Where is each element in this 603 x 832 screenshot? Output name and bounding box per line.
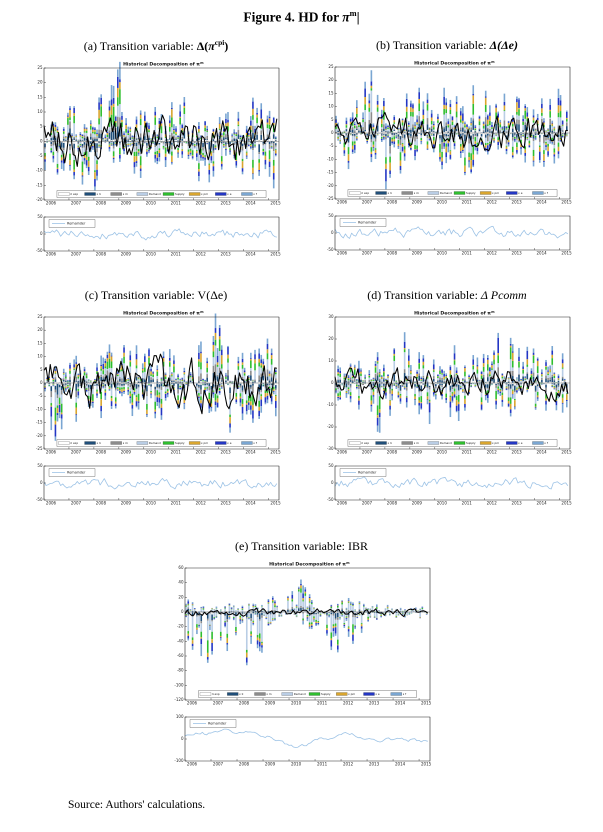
panel-b: (b) Transition variable: Δ(Δe) [321, 38, 573, 260]
panel-d-main-chart [321, 308, 573, 459]
panel-e-caption: (e) Transition variable: IBR [235, 538, 368, 553]
figure-title-superscript: m [349, 9, 357, 18]
panel-b-main-chart [321, 58, 573, 209]
panel-a-caption: (a) Transition variable: Δ(πcpi) [83, 37, 229, 53]
figure-title-cursor: | [356, 9, 360, 25]
figure-title-symbol: π [342, 9, 350, 25]
panel-b-remainder-chart [321, 212, 573, 259]
panel-e-main-chart [170, 559, 433, 710]
figure-row-3: (e) Transition variable: IBR [0, 539, 603, 770]
source-note: Source: Authors' calculations. [68, 799, 206, 811]
panel-c-remainder-chart [30, 462, 282, 509]
panel-c-main-chart [30, 308, 282, 459]
panel-a-main-chart [30, 59, 282, 210]
figure-row-2: (c) Transition variable: V(Δe) (d) Trans… [0, 288, 603, 509]
figure-title: Figure 4. HD for πm| [0, 0, 603, 26]
panel-a: (a) Transition variable: Δ(πcpi) [30, 38, 282, 260]
figure-title-text: Figure 4. HD for [243, 9, 343, 25]
panel-a-remainder-chart [30, 213, 282, 260]
figure-row-1: (a) Transition variable: Δ(πcpi) (b) Tra… [0, 38, 603, 260]
panel-d: (d) Transition variable: Δ Pcomm [321, 288, 573, 509]
panel-c: (c) Transition variable: V(Δe) [30, 288, 282, 509]
panel-d-remainder-chart [321, 462, 573, 509]
panel-d-caption: (d) Transition variable: Δ Pcomm [367, 287, 527, 302]
panel-b-caption: (b) Transition variable: Δ(Δe) [375, 37, 519, 52]
panel-e: (e) Transition variable: IBR [170, 538, 433, 770]
panel-e-remainder-chart [170, 713, 433, 770]
panel-c-caption: (c) Transition variable: V(Δe) [84, 287, 228, 302]
